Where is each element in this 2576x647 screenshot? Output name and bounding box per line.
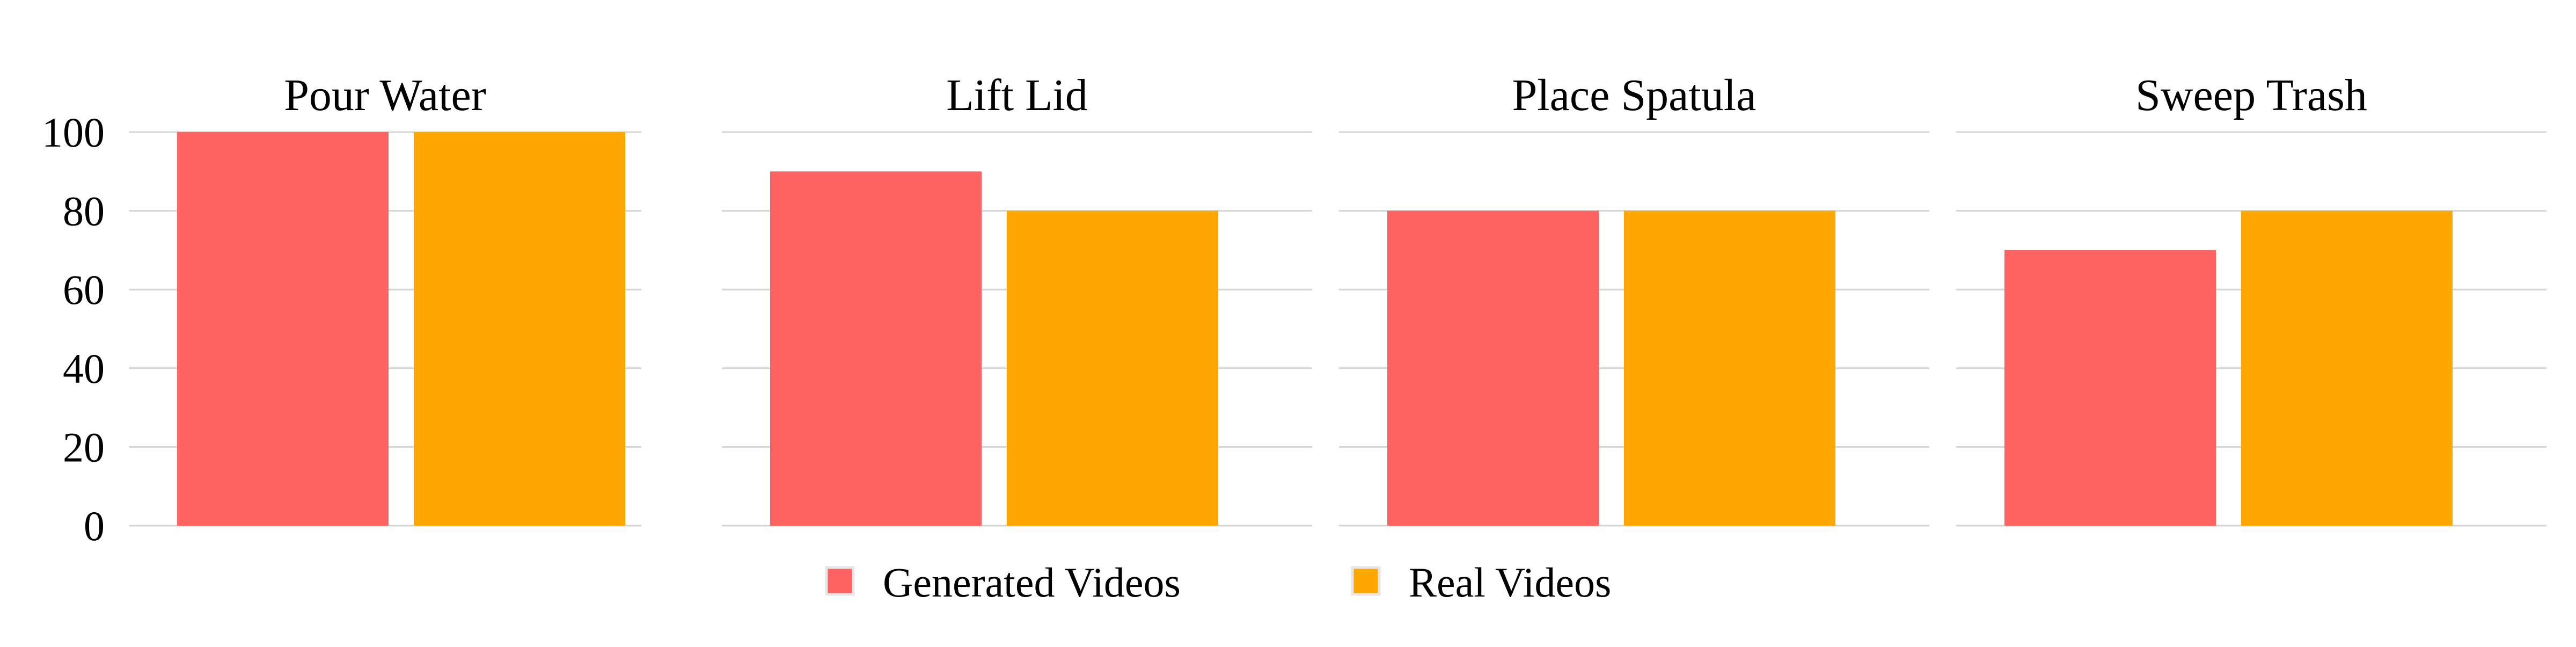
panel-title-place-spatula: Place Spatula [1512, 70, 1757, 120]
y-tick-label: 100 [42, 109, 105, 156]
y-tick-label: 60 [63, 266, 105, 313]
panel-titles: Pour Water Lift Lid Place Spatula Sweep Tra… [284, 70, 2367, 120]
bar-generated-videos-lift-lid [770, 171, 982, 526]
bar-real-videos-place-spatula [1624, 210, 1835, 526]
y-tick-label: 20 [63, 424, 105, 470]
legend-label-generated-videos: Generated Videos [883, 559, 1181, 606]
bar-generated-videos-pour-water [177, 132, 389, 526]
legend-label-real-videos: Real Videos [1409, 559, 1611, 606]
y-tick-label: 40 [63, 345, 105, 392]
y-tick-label: 0 [84, 503, 105, 549]
panel-title-lift-lid: Lift Lid [946, 70, 1088, 120]
bar-real-videos-lift-lid [1007, 210, 1218, 526]
bar-generated-videos-sweep-trash [2004, 250, 2216, 526]
legend-swatch-generated-videos [825, 566, 855, 596]
bar-generated-videos-place-spatula [1387, 210, 1599, 526]
y-axis-tick-labels: 0 20 40 60 80 100 [42, 109, 105, 549]
y-tick-label: 80 [63, 188, 105, 235]
bar-real-videos-sweep-trash [2241, 210, 2453, 526]
legend-swatch-real-videos [1351, 566, 1381, 596]
bars [177, 132, 2453, 526]
panel-title-sweep-trash: Sweep Trash [2135, 70, 2367, 120]
bar-real-videos-pour-water [414, 132, 625, 526]
panel-title-pour-water: Pour Water [284, 70, 486, 120]
legend: Generated Videos Real Videos [825, 559, 1611, 606]
